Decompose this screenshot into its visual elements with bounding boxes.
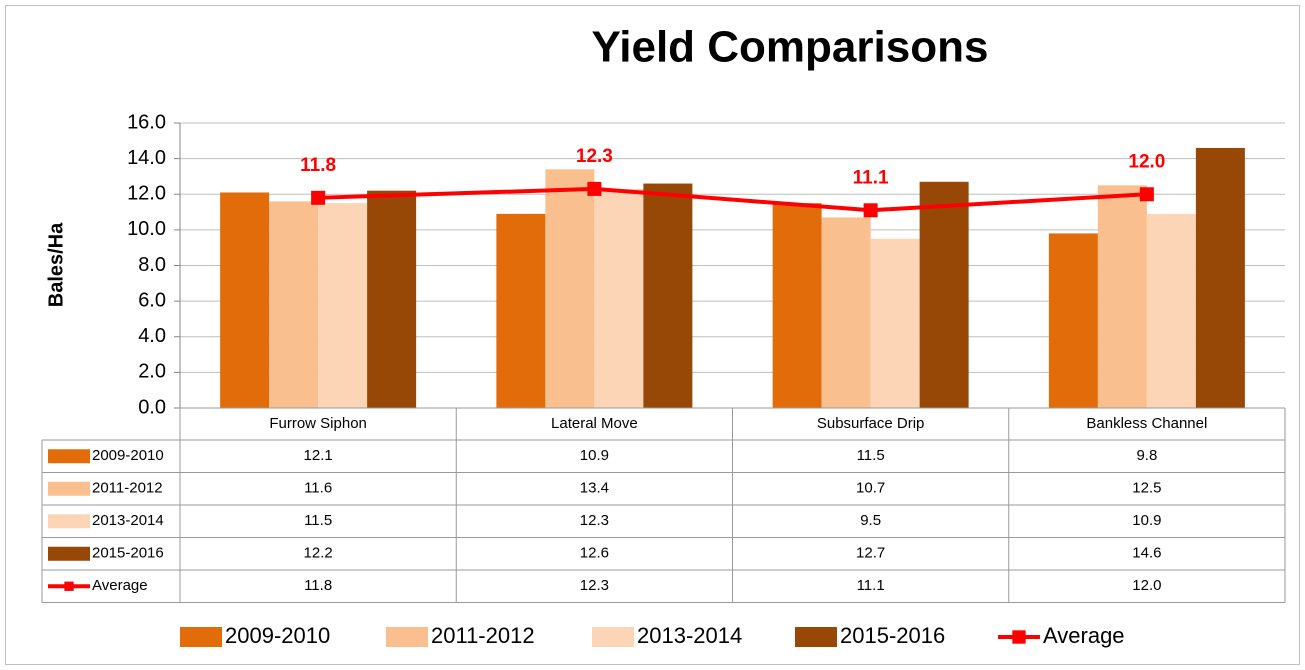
legend-label: 2013-2014 bbox=[637, 623, 742, 648]
table-key bbox=[48, 481, 90, 496]
legend-key bbox=[795, 627, 837, 647]
category-label: Bankless Channel bbox=[1086, 415, 1207, 432]
y-tick-label: 10.0 bbox=[127, 218, 166, 240]
category-label: Lateral Move bbox=[551, 415, 638, 432]
table-series-name: 2013-2014 bbox=[92, 512, 164, 529]
data-label: 11.1 bbox=[853, 167, 889, 188]
bar bbox=[1146, 213, 1196, 408]
legend-key bbox=[386, 627, 428, 647]
legend-key bbox=[1012, 630, 1026, 644]
y-tick-label: 12.0 bbox=[127, 183, 166, 205]
table-key bbox=[48, 546, 90, 561]
category-label: Subsurface Drip bbox=[817, 415, 925, 432]
table-value: 12.2 bbox=[304, 545, 333, 562]
table-value: 9.5 bbox=[860, 512, 881, 529]
line-marker bbox=[311, 190, 326, 205]
category-label: Furrow Siphon bbox=[269, 415, 367, 432]
table-value: 10.9 bbox=[1132, 512, 1161, 529]
data-label: 11.8 bbox=[300, 155, 336, 176]
legend-label: Average bbox=[1043, 623, 1125, 648]
y-tick-label: 16.0 bbox=[127, 111, 166, 133]
table-series-name: 2011-2012 bbox=[92, 480, 163, 497]
table-value: 11.8 bbox=[304, 577, 332, 594]
table-key bbox=[48, 449, 90, 464]
y-tick-label: 14.0 bbox=[127, 147, 166, 169]
y-tick-label: 0.0 bbox=[138, 396, 166, 418]
table-series-name: 2009-2010 bbox=[92, 447, 164, 464]
table-value: 10.9 bbox=[580, 447, 609, 464]
bar bbox=[919, 181, 969, 408]
bar bbox=[1195, 147, 1245, 408]
bar bbox=[870, 238, 920, 408]
bar bbox=[772, 203, 822, 408]
bar bbox=[545, 169, 595, 408]
y-tick-label: 6.0 bbox=[138, 289, 166, 311]
line-marker bbox=[587, 181, 602, 196]
table-value: 12.3 bbox=[580, 512, 609, 529]
table-value: 13.4 bbox=[580, 480, 609, 497]
table-series-name: Average bbox=[92, 577, 148, 594]
chart-title: Yield Comparisons bbox=[592, 23, 989, 72]
legend-key bbox=[592, 627, 634, 647]
bar bbox=[821, 217, 871, 408]
table-series-name: 2015-2016 bbox=[92, 545, 164, 562]
table-value: 12.3 bbox=[580, 577, 609, 594]
bar bbox=[220, 192, 270, 408]
bar bbox=[643, 183, 693, 408]
table-value: 14.6 bbox=[1132, 545, 1161, 562]
bar bbox=[318, 203, 368, 408]
table-value: 10.7 bbox=[856, 480, 885, 497]
table-value: 12.7 bbox=[856, 545, 885, 562]
table-key bbox=[48, 514, 90, 529]
average-line bbox=[318, 186, 1147, 213]
table-value: 11.5 bbox=[857, 447, 885, 464]
legend-key bbox=[180, 627, 222, 647]
table-value: 11.1 bbox=[857, 577, 885, 594]
table-value: 9.8 bbox=[1136, 447, 1157, 464]
legend-label: 2015-2016 bbox=[840, 623, 945, 648]
table-key bbox=[64, 581, 74, 591]
y-axis-label: Bales/Ha bbox=[45, 222, 67, 307]
legend-label: 2011-2012 bbox=[431, 623, 535, 648]
bar bbox=[1048, 233, 1098, 408]
line-marker bbox=[863, 203, 878, 218]
legend-label: 2009-2010 bbox=[225, 623, 330, 648]
bar bbox=[594, 188, 644, 408]
y-tick-label: 4.0 bbox=[138, 325, 166, 347]
table-value: 12.0 bbox=[1132, 577, 1161, 594]
y-tick-label: 2.0 bbox=[138, 361, 166, 383]
y-tick-label: 8.0 bbox=[138, 254, 166, 276]
bar bbox=[1097, 185, 1147, 408]
bar bbox=[496, 213, 546, 408]
data-label: 12.3 bbox=[576, 146, 613, 167]
bar bbox=[367, 190, 417, 408]
bar bbox=[269, 201, 319, 408]
table-value: 11.5 bbox=[304, 512, 332, 529]
data-label: 12.0 bbox=[1128, 151, 1165, 172]
table-value: 12.5 bbox=[1132, 480, 1161, 497]
table-value: 12.1 bbox=[304, 447, 333, 464]
line-marker bbox=[1139, 187, 1154, 202]
table-value: 12.6 bbox=[580, 545, 609, 562]
table-value: 11.6 bbox=[304, 480, 332, 497]
